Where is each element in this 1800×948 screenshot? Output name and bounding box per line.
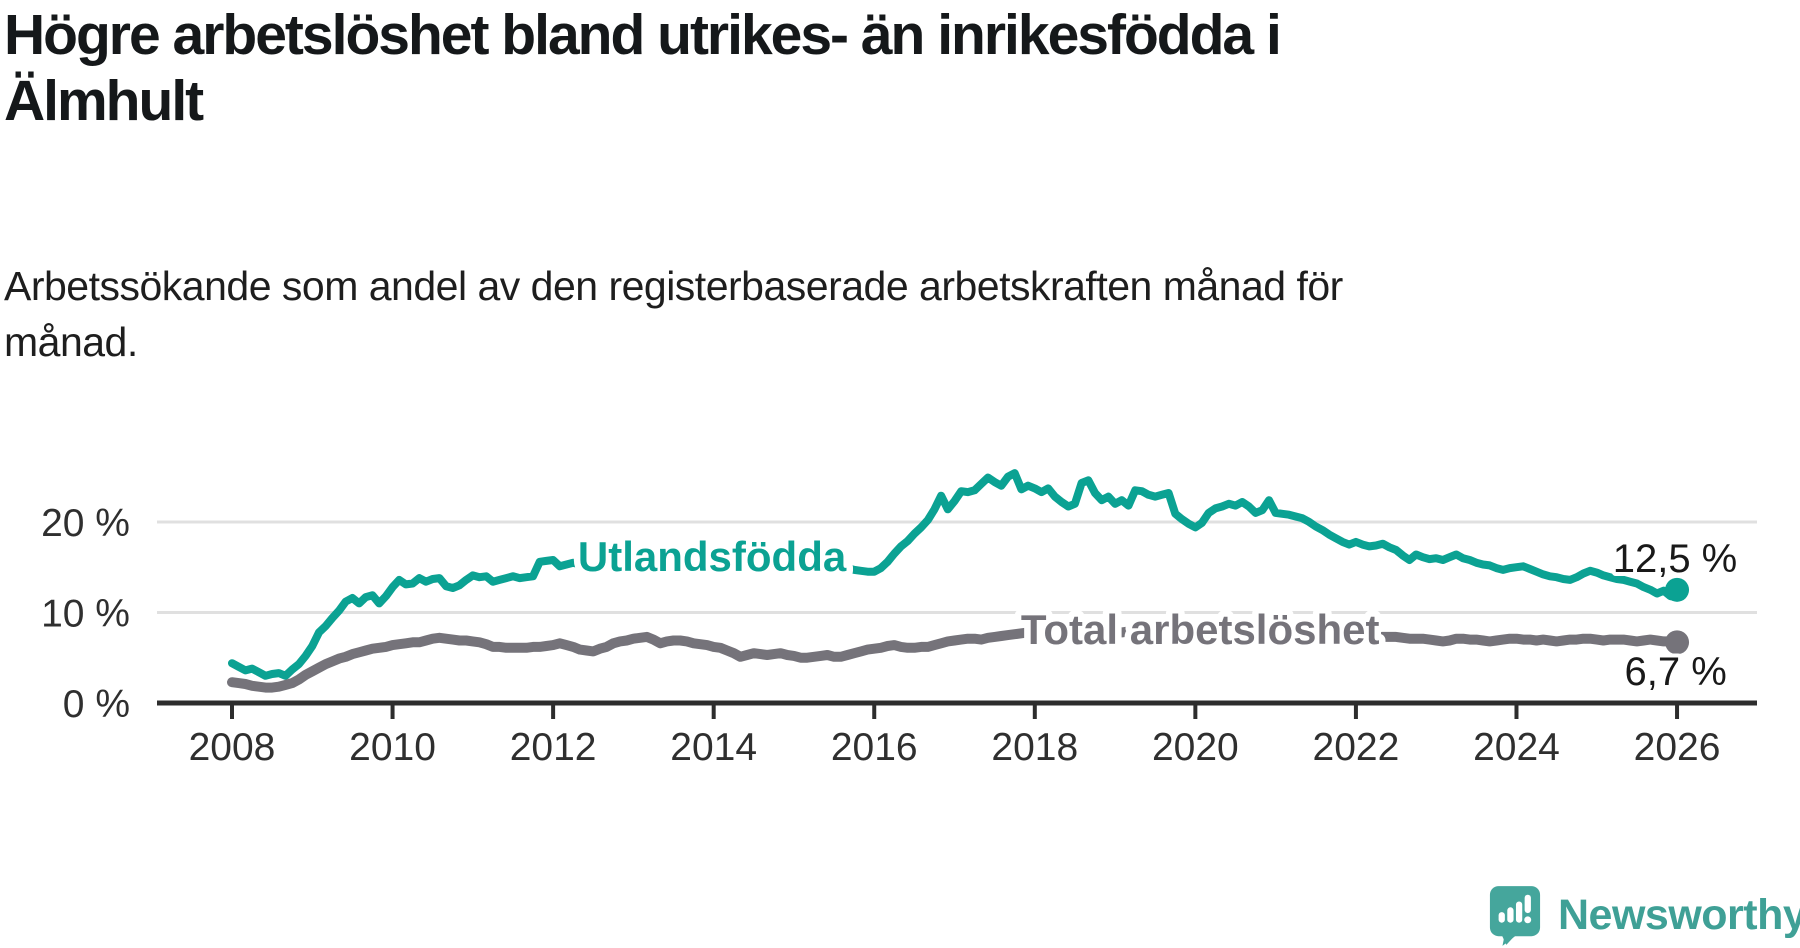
x-tick-label-2022: 2022 (1313, 726, 1400, 769)
newsworthy-chart-bubble-icon (1489, 886, 1541, 946)
end-value-label-utlandsfodda: 12,5 % (1613, 537, 1738, 581)
y-tick-label-10pct: 10 % (41, 592, 130, 635)
x-tick-label-2020: 2020 (1152, 726, 1239, 769)
chart-subtitle: Arbetssökande som andel av den registerb… (4, 263, 1343, 366)
x-tick-label-2026: 2026 (1634, 726, 1721, 769)
x-tick-label-2012: 2012 (510, 726, 597, 769)
x-tick-label-2014: 2014 (670, 726, 757, 769)
x-tick-label-2016: 2016 (831, 726, 918, 769)
end-dot-total (1665, 630, 1690, 655)
y-tick-label-20pct: 20 % (41, 502, 130, 545)
series-label-total: Total arbetslöshet (1021, 606, 1380, 653)
y-tick-label-0pct: 0 % (63, 683, 130, 726)
newsworthy-logo[interactable]: Newsworthy (1488, 884, 1800, 946)
x-tick-label-2024: 2024 (1473, 726, 1560, 769)
series-line-total (227, 620, 1682, 693)
series-line-utlandsfodda (228, 469, 1681, 680)
x-tick-label-2010: 2010 (349, 726, 436, 769)
x-tick-label-2008: 2008 (189, 726, 276, 769)
end-dot-utlandsfodda (1665, 577, 1690, 602)
x-tick-label-2018: 2018 (991, 726, 1078, 769)
end-value-label-total: 6,7 % (1625, 650, 1727, 694)
chart-title: Högre arbetslöshet bland utrikes- än inr… (4, 3, 1282, 134)
newsworthy-wordmark: Newsworthy (1558, 890, 1800, 939)
series-label-utlandsfodda: Utlandsfödda (578, 533, 847, 580)
